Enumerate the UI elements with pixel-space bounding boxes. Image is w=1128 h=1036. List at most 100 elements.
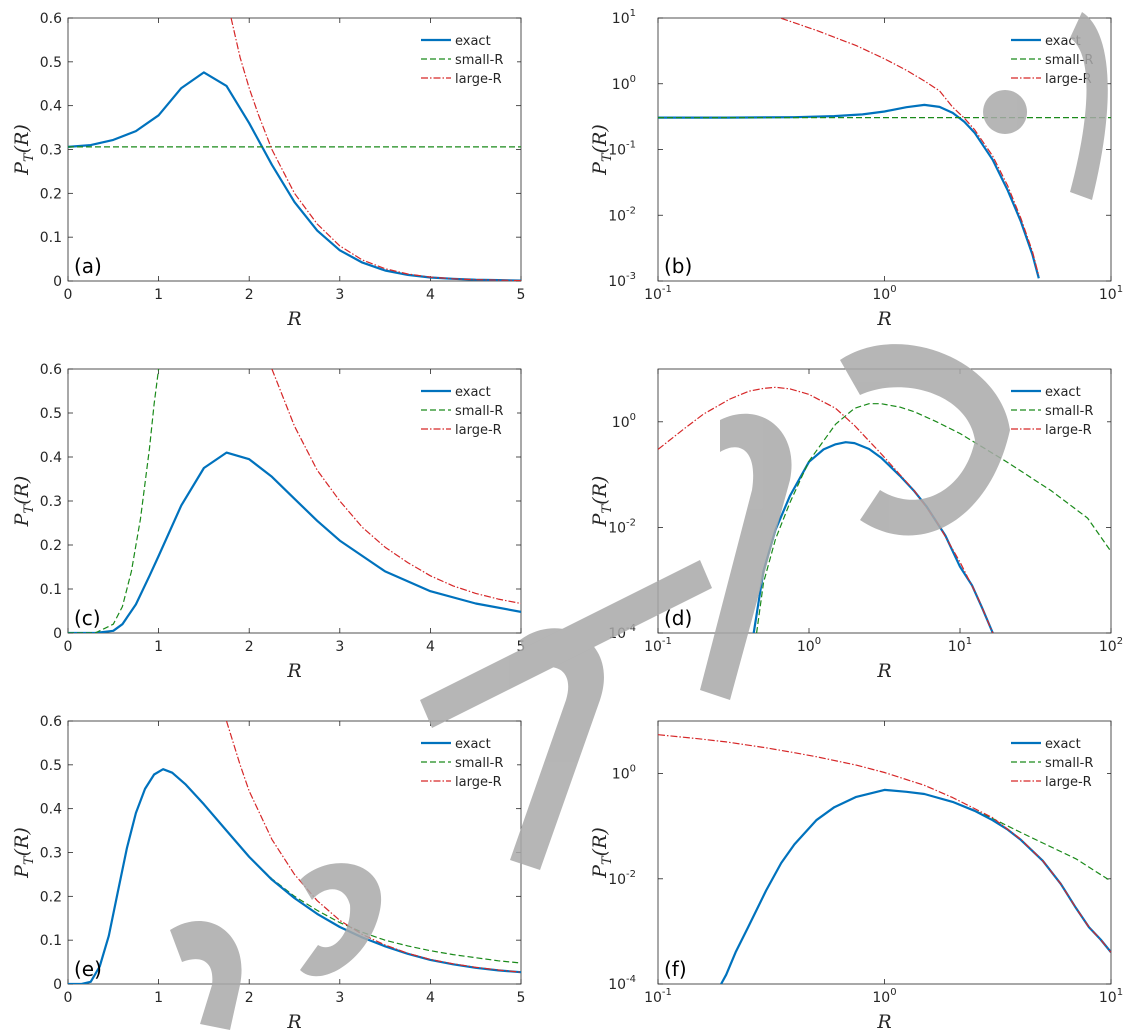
y-tick-label: 0.5 [40,55,62,71]
y-tick-label: 0.3 [40,846,62,862]
y-tick-label: 10-4 [608,974,636,993]
x-axis-label: R [286,308,301,330]
x-tick-label: 4 [426,287,435,303]
watermark [170,12,1108,1030]
series-line-exact [752,441,994,633]
y-tick-label: 0.2 [40,889,62,905]
legend-label-exact: exact [455,737,491,752]
y-tick-label: 0.5 [40,758,62,774]
y-tick-label: 0.1 [40,933,62,949]
series-line-small [68,369,160,633]
y-tick-label: 0.2 [40,186,62,202]
series-group [658,734,1111,984]
x-tick-label: 101 [1099,284,1123,303]
legend-label-exact: exact [455,385,491,400]
legend-label-large: large-R [1045,775,1092,790]
panel-label: (e) [74,957,102,981]
x-tick-label: 10-1 [644,284,672,303]
panel-a: 0 1 2 3 4 5 0 0.1 0.2 0.3 0.4 0.5 0.6 R PT(R) (a) exact s… [11,11,525,330]
series-group [68,369,521,633]
x-tick-label: 101 [948,636,972,655]
x-tick-label: 3 [335,639,344,655]
panel-d: 10-110010110210-410-2100RPT(R)(d)exactsm… [589,368,1123,682]
x-tick-label: 100 [872,987,896,1006]
x-tick-label: 0 [64,287,73,303]
y-tick-label: 0 [53,977,62,993]
x-axis-label: R [286,1011,301,1033]
panel-f: 10-1 100 101 10-4 10-2 100 R PT(R) (f) exact small… [589,720,1123,1033]
y-tick-label: 100 [612,764,636,783]
series-line-small [720,789,1111,984]
y-tick-label: 0.1 [40,230,62,246]
watermark-stroke [170,921,242,1030]
watermark-stroke [983,90,1028,134]
x-tick-label: 2 [245,639,254,655]
series-line-exact [68,71,521,281]
series-line-large [230,18,521,281]
panel-label: (a) [74,254,102,278]
x-tick-label: 10-1 [644,636,672,655]
y-axis-label: PT(R) [589,124,615,176]
y-tick-label: 0 [53,626,62,642]
legend-label-small: small-R [455,53,503,68]
legend-label-exact: exact [1045,737,1081,752]
x-tick-label: 100 [797,636,821,655]
legend-label-small: small-R [455,756,503,771]
x-axis-label: R [876,1011,891,1033]
legend-label-large: large-R [455,775,502,790]
x-tick-label: 0 [64,990,73,1006]
panel-label: (b) [664,254,692,278]
panel-e: 0 1 2 3 4 5 0 0.1 0.2 0.3 0.4 0.5 0.6 R PT(R) (e) exact s… [11,714,525,1033]
y-tick-label: 0.3 [40,494,62,510]
y-tick-label: 0.4 [40,450,62,466]
x-tick-label: 1 [154,990,163,1006]
legend-label-large: large-R [455,423,502,438]
legend: exact small-R large-R [417,28,517,88]
legend-label-small: small-R [455,404,503,419]
series-line-exact [658,103,1040,279]
series-group [658,18,1111,279]
series-line-exact [68,768,521,984]
x-tick-label: 102 [1099,636,1123,655]
x-axis-label: R [286,660,301,682]
y-tick-label: 0.3 [40,143,62,159]
legend-label-small: small-R [1045,404,1093,419]
watermark-stroke [1070,12,1108,200]
series-line-exact [720,788,1111,984]
x-tick-label: 10-1 [644,987,672,1006]
watermark-stroke [700,413,792,700]
legend-label-small: small-R [1045,756,1093,771]
y-tick-label: 10-2 [608,517,636,536]
legend-label-large: large-R [455,72,502,87]
series-line-large [658,734,1111,953]
y-axis-label: PT(R) [589,476,615,528]
y-tick-label: 10-3 [608,271,636,290]
legend-label-exact: exact [455,34,491,49]
x-tick-label: 5 [517,287,526,303]
series-line-exact [68,451,521,633]
x-tick-label: 100 [872,284,896,303]
x-tick-label: 3 [335,990,344,1006]
x-axis-label: R [876,308,891,330]
x-tick-label: 0 [64,639,73,655]
y-tick-label: 101 [612,8,636,27]
panel-label: (c) [74,606,101,630]
series-line-large [781,18,1040,276]
legend-label-exact: exact [1045,385,1081,400]
x-tick-label: 4 [426,639,435,655]
legend: exact small-R large-R [1007,379,1107,439]
series-line-small [68,768,521,984]
legend-label-large: large-R [1045,423,1092,438]
x-tick-label: 4 [426,990,435,1006]
x-tick-label: 5 [517,639,526,655]
series-group [68,18,521,281]
y-tick-label: 0.1 [40,582,62,598]
y-tick-label: 10-2 [608,205,636,224]
y-axis-label: PT(R) [11,827,37,879]
legend-label-large: large-R [1045,72,1092,87]
watermark-stroke [300,863,382,977]
y-axis-label: PT(R) [11,124,37,176]
x-tick-label: 5 [517,990,526,1006]
panel-label: (d) [664,606,692,630]
